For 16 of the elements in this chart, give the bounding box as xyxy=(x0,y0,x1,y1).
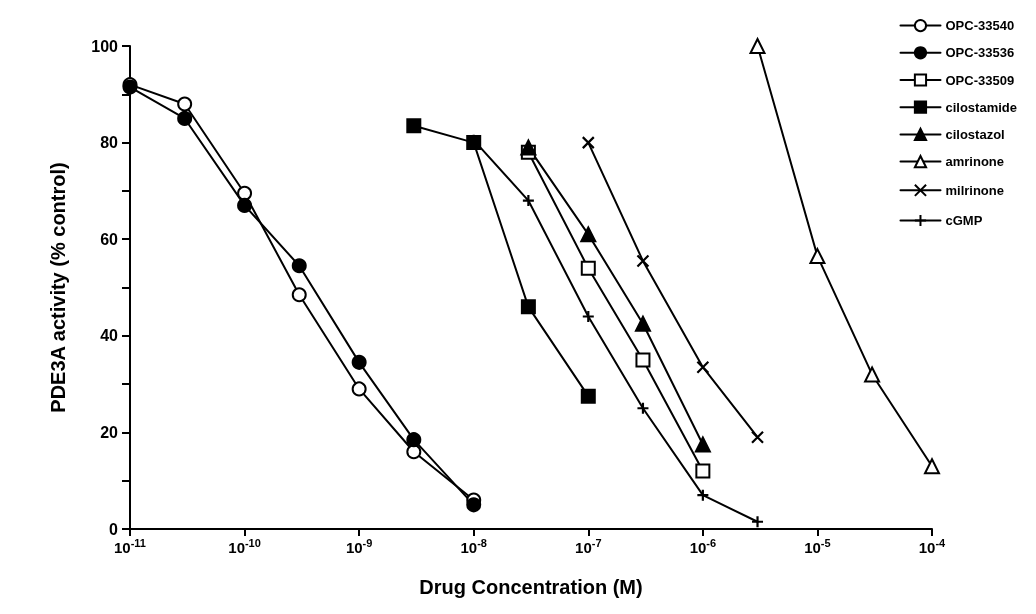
legend-label: cilostazol xyxy=(945,126,1005,142)
y-tick-label: 80 xyxy=(100,134,119,152)
y-tick-label: 100 xyxy=(91,37,119,55)
legend-label: cilostamide xyxy=(945,99,1018,115)
legend-label: OPC-33540 xyxy=(945,18,1015,34)
y-tick-label: 20 xyxy=(100,423,119,441)
legend-label: amrinone xyxy=(945,154,1004,170)
y-tick-label: 60 xyxy=(100,230,119,248)
y-tick-label: 0 xyxy=(109,520,119,538)
x-axis-title: Drug Concentration (M) xyxy=(419,576,643,598)
legend-label: OPC-33536 xyxy=(945,45,1015,61)
legend-label: OPC-33509 xyxy=(945,72,1015,88)
y-axis-title: PDE3A activity (% control) xyxy=(47,162,69,413)
legend-label: cGMP xyxy=(945,213,983,228)
y-tick-label: 40 xyxy=(100,327,119,345)
legend-label: milrinone xyxy=(945,182,1004,198)
